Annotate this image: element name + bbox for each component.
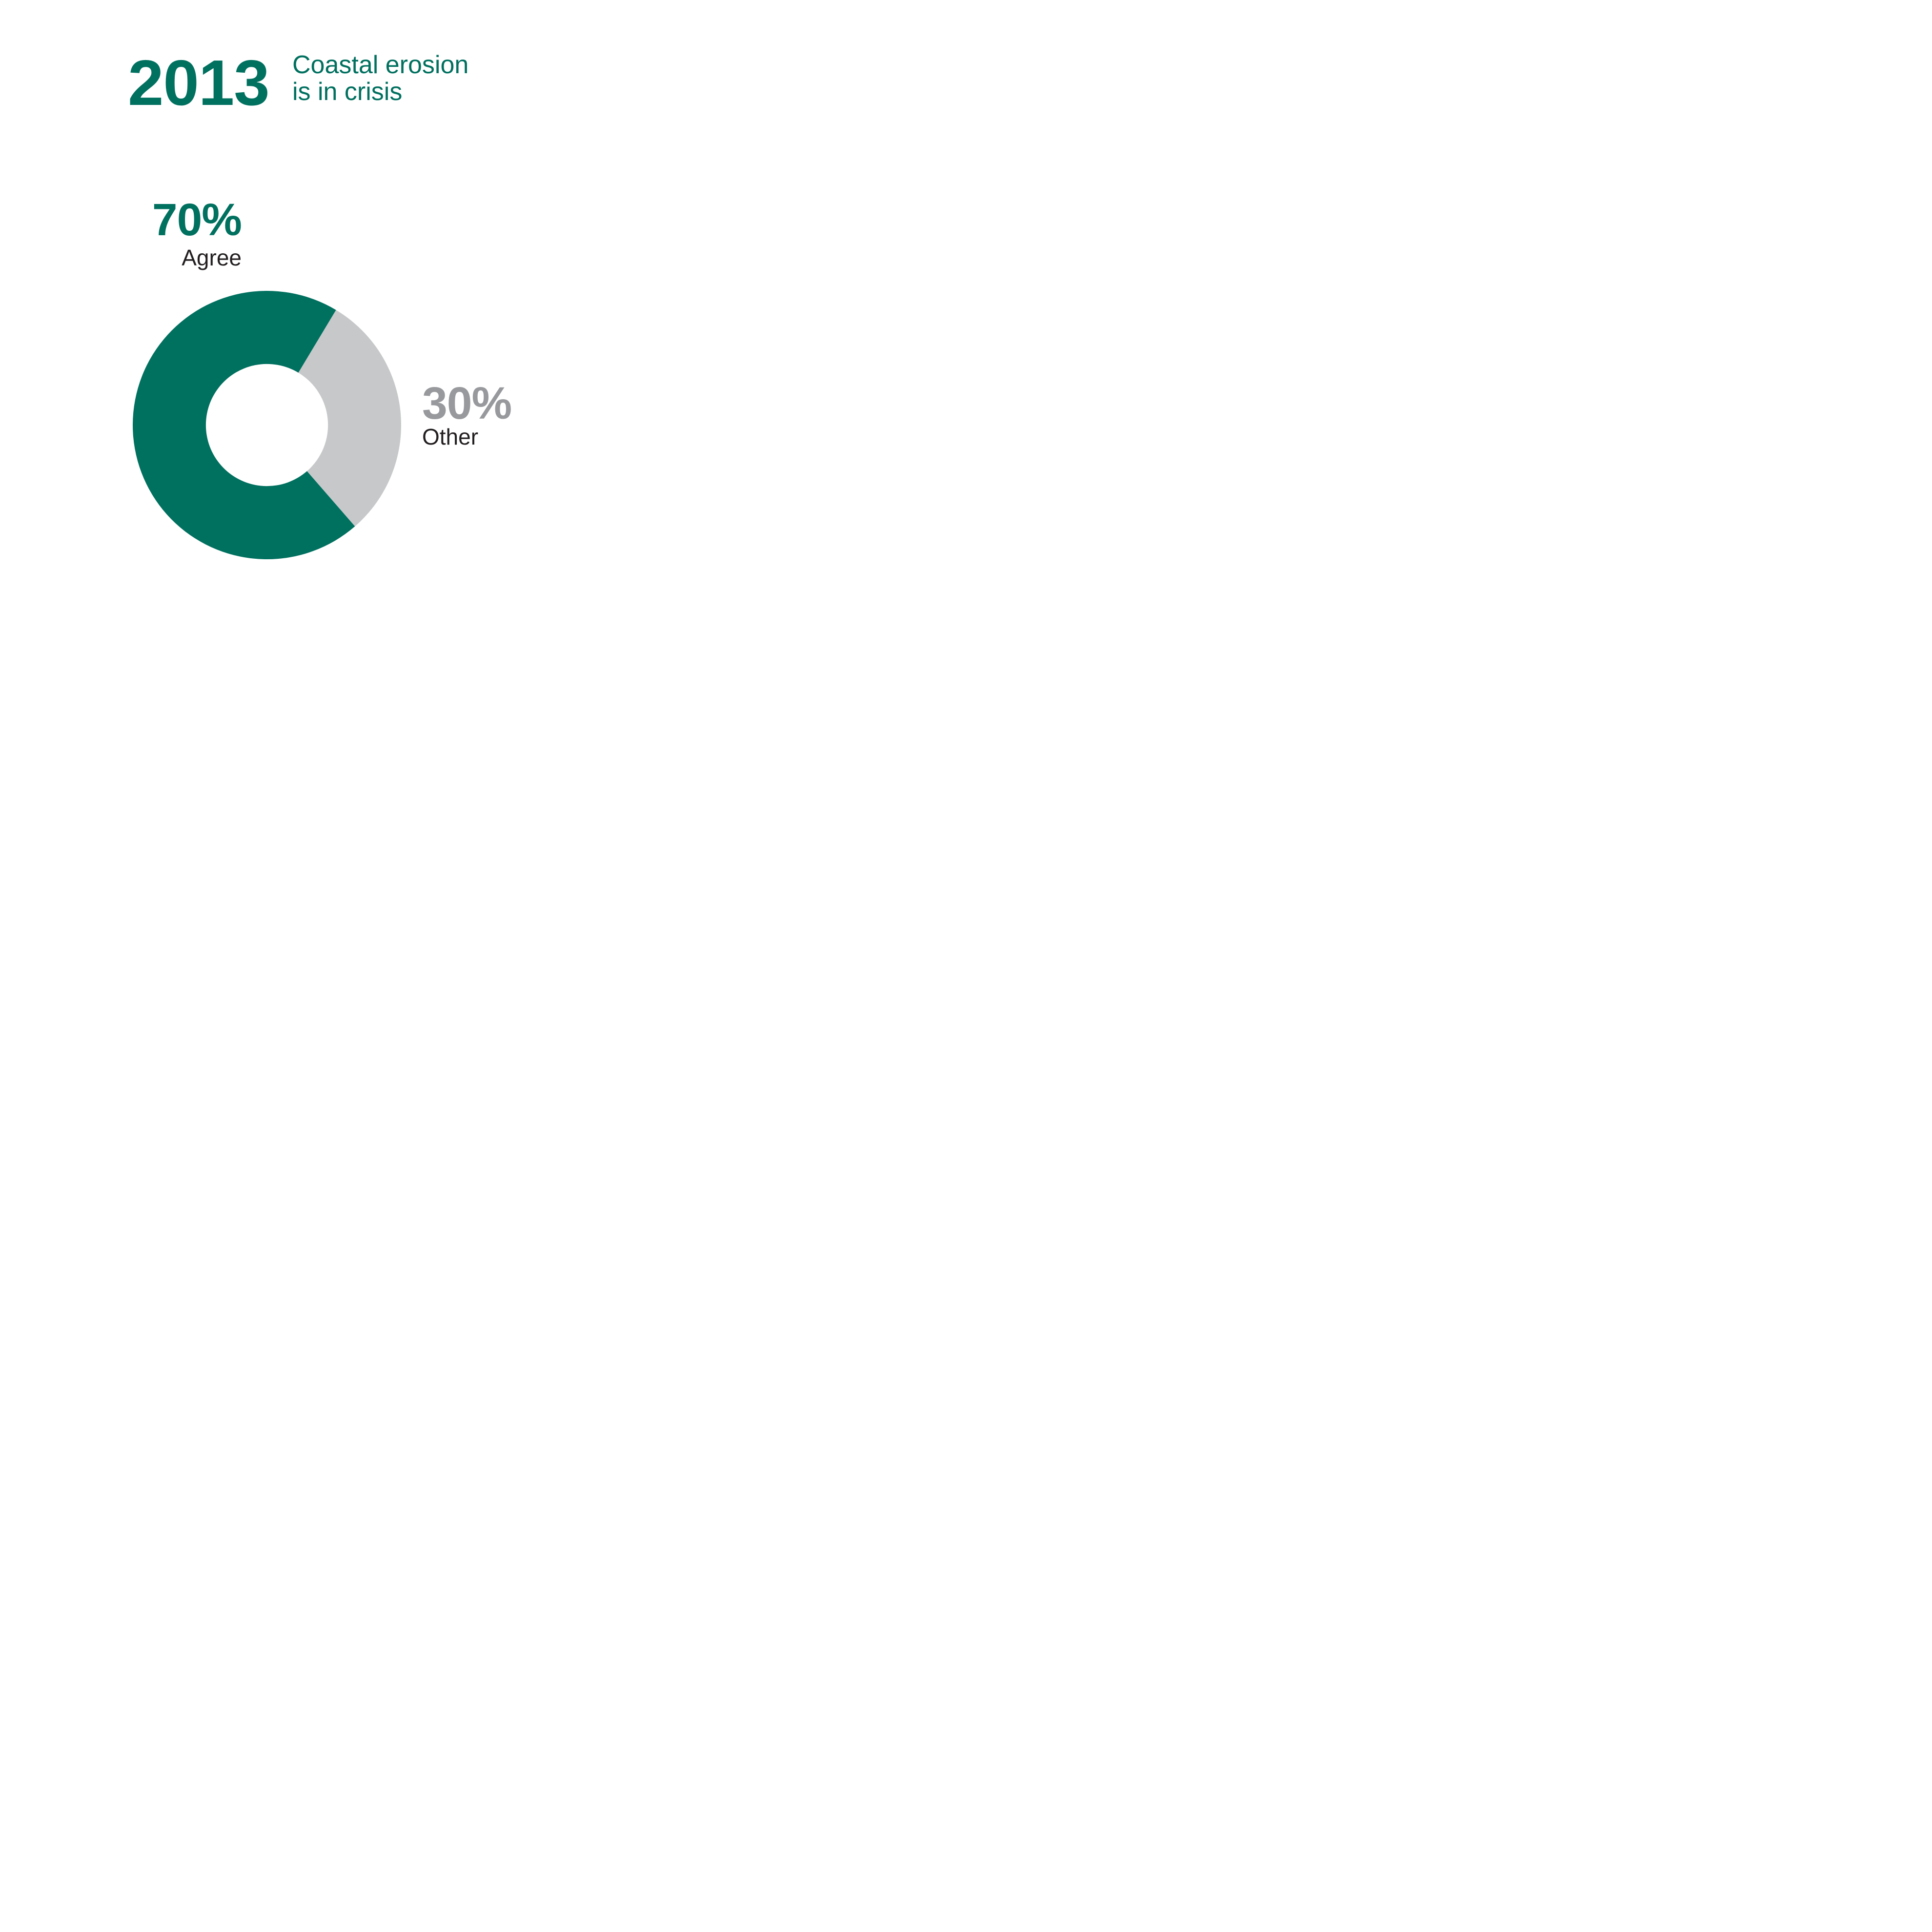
agree-label: Agree — [182, 245, 242, 270]
year-label: 2013 — [128, 47, 270, 119]
donut-slice-other — [298, 310, 401, 527]
other-callout: 30% Other — [422, 378, 512, 449]
other-value: 30% — [422, 378, 512, 428]
chart-title-line-1: Coastal erosion — [292, 51, 469, 79]
agree-callout: 70% Agree — [152, 197, 242, 269]
chart-title: Coastal erosion is in crisis — [292, 52, 468, 105]
donut-slice-agree — [133, 291, 355, 559]
infographic-canvas: 2013 Coastal erosion is in crisis 70% Ag… — [0, 0, 644, 644]
agree-value: 70% — [152, 194, 242, 245]
chart-title-line-2: is in crisis — [292, 78, 403, 106]
donut-chart — [133, 291, 401, 559]
other-label: Other — [422, 424, 479, 449]
donut-svg — [133, 291, 401, 559]
